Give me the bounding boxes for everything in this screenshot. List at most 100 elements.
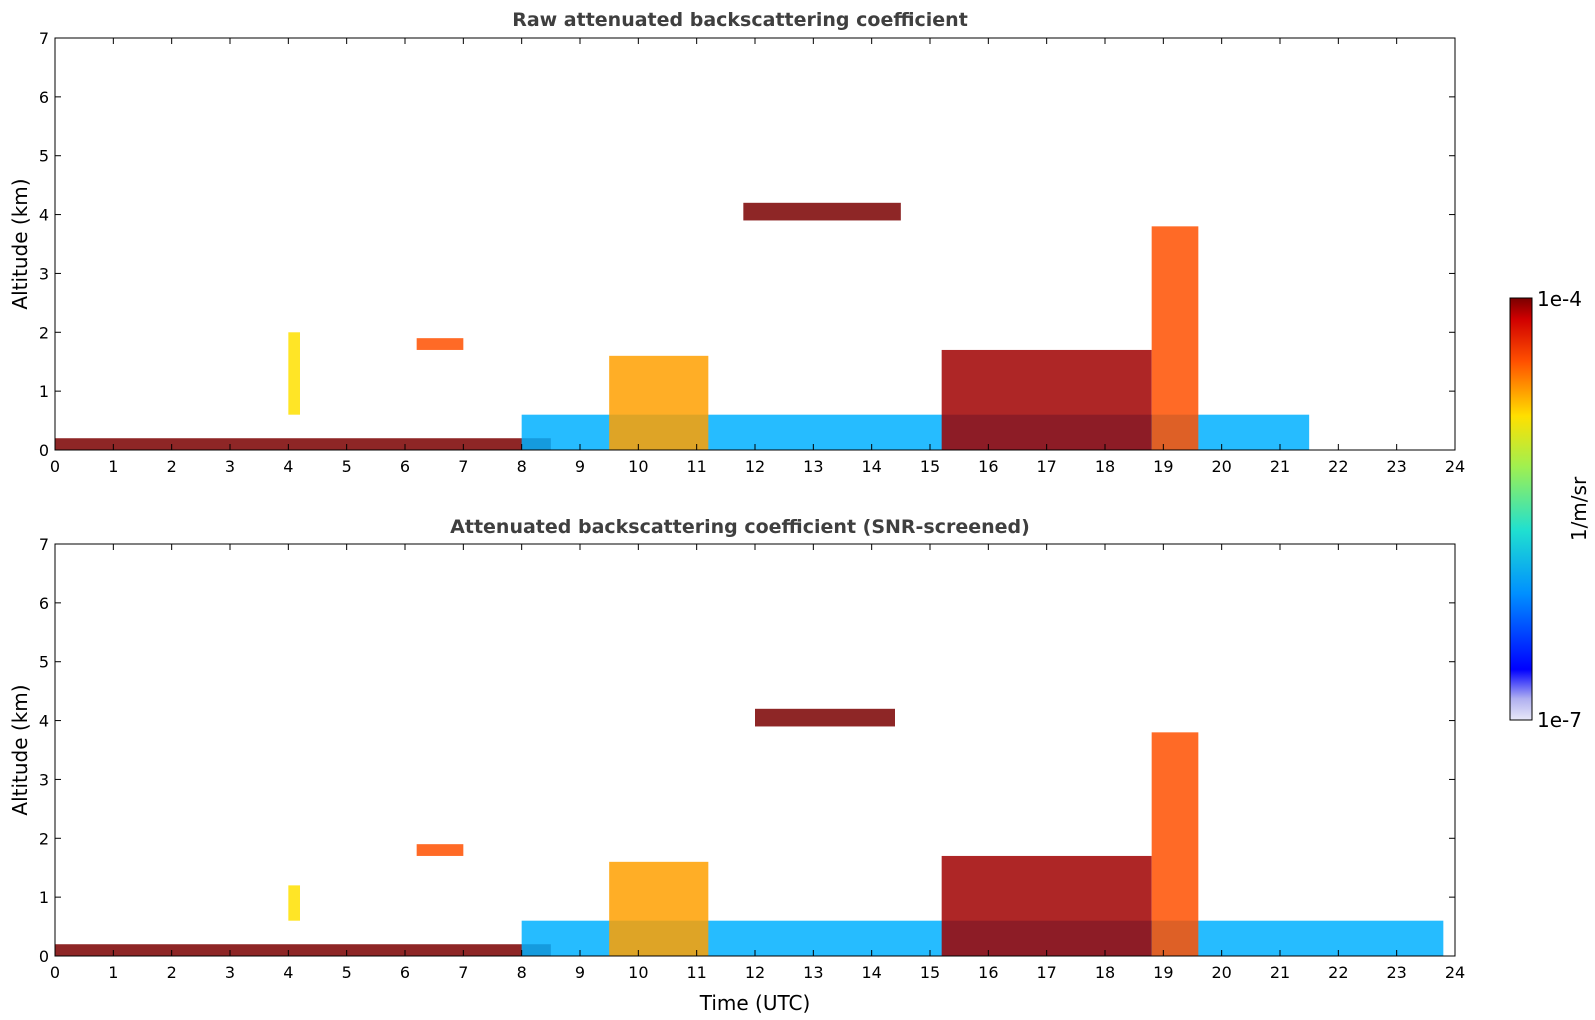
feature-cloud-plume — [1151, 732, 1199, 956]
y-tick-label: 5 — [39, 147, 49, 166]
colorbar-gradient — [1509, 297, 1533, 721]
feature-cloud — [743, 202, 901, 221]
x-tick-label: 13 — [803, 963, 823, 982]
x-tick-label: 6 — [400, 457, 410, 476]
y-tick-label: 3 — [39, 264, 49, 283]
feature-cloud — [755, 708, 895, 727]
x-tick-label: 22 — [1328, 963, 1348, 982]
x-tick-label: 19 — [1153, 457, 1173, 476]
x-tick-label: 6 — [400, 963, 410, 982]
y-tick-label: 0 — [39, 947, 49, 966]
feature-elevated-layer — [416, 844, 464, 856]
y-tick-label: 4 — [39, 206, 49, 225]
y-tick-label: 6 — [39, 88, 49, 107]
feature-descending-layer — [941, 855, 1152, 956]
y-tick-label: 7 — [39, 29, 49, 48]
y-axis: 0 1 2 3 4 5 6 7 — [39, 29, 1455, 460]
x-tick-label: 15 — [920, 963, 940, 982]
x-tick-label: 8 — [517, 963, 527, 982]
x-tick-label: 11 — [686, 457, 706, 476]
heatmap-area — [55, 708, 1444, 956]
feature-convective-plumes — [609, 861, 709, 956]
colorbar-min-label: 1e-7 — [1537, 708, 1582, 732]
heatmap-area — [55, 202, 1310, 450]
y-tick-label: 1 — [39, 888, 49, 907]
y-tick-label: 2 — [39, 829, 49, 848]
y-axis-label: Altitude (km) — [8, 178, 32, 309]
x-tick-label: 15 — [920, 457, 940, 476]
feature-aerosol-plume — [288, 885, 300, 921]
x-tick-label: 16 — [978, 963, 998, 982]
x-tick-label: 2 — [167, 457, 177, 476]
x-tick-label: 18 — [1095, 457, 1115, 476]
plot-frame — [54, 37, 1456, 451]
x-tick-label: 1 — [108, 963, 118, 982]
x-tick-label: 9 — [575, 963, 585, 982]
x-tick-label: 8 — [517, 457, 527, 476]
x-axis: 0 1 2 3 4 5 6 7 8 9 10 11 12 13 14 15 16 17 18 19 20 21 22 23 24 — [50, 38, 1465, 476]
feature-surface-layer — [55, 944, 551, 956]
x-axis-label: Time (UTC) — [699, 991, 811, 1015]
x-tick-label: 12 — [745, 963, 765, 982]
y-axis-label: Altitude (km) — [8, 684, 32, 815]
y-tick-label: 6 — [39, 594, 49, 613]
x-tick-label: 11 — [686, 963, 706, 982]
x-tick-label: 23 — [1386, 457, 1406, 476]
x-tick-label: 19 — [1153, 963, 1173, 982]
x-tick-label: 14 — [861, 963, 881, 982]
x-axis: 0 1 2 3 4 5 6 7 8 9 10 11 12 13 14 15 16 17 18 19 20 21 22 23 24 — [50, 544, 1465, 982]
feature-surface-layer — [55, 438, 551, 450]
x-tick-label: 24 — [1445, 457, 1465, 476]
x-tick-label: 23 — [1386, 963, 1406, 982]
x-tick-label: 16 — [978, 457, 998, 476]
x-tick-label: 4 — [283, 963, 293, 982]
chart-raw: Raw attenuated backscattering coefficien… — [8, 9, 1465, 476]
feature-aerosol-plume — [288, 332, 300, 415]
x-tick-label: 7 — [458, 457, 468, 476]
x-tick-label: 0 — [50, 457, 60, 476]
x-tick-label: 2 — [167, 963, 177, 982]
feature-elevated-layer — [416, 338, 464, 350]
colorbar: 1e-4 1e-7 1/m/sr — [1509, 287, 1591, 732]
feature-descending-layer — [941, 349, 1152, 450]
x-tick-label: 21 — [1270, 457, 1290, 476]
feature-convective-plumes — [609, 355, 709, 450]
x-tick-label: 17 — [1036, 963, 1056, 982]
x-tick-label: 10 — [628, 963, 648, 982]
x-tick-label: 22 — [1328, 457, 1348, 476]
y-tick-label: 7 — [39, 535, 49, 554]
x-tick-label: 24 — [1445, 963, 1465, 982]
y-tick-label: 4 — [39, 712, 49, 731]
y-tick-label: 5 — [39, 653, 49, 672]
feature-cloud-plume — [1151, 226, 1199, 450]
plot-frame — [54, 543, 1456, 957]
y-tick-label: 0 — [39, 441, 49, 460]
chart-snr-screened: Attenuated backscattering coefficient (S… — [8, 516, 1465, 1015]
x-tick-label: 5 — [342, 963, 352, 982]
y-tick-label: 3 — [39, 770, 49, 789]
y-tick-label: 2 — [39, 323, 49, 342]
chart-title: Raw attenuated backscattering coefficien… — [512, 9, 968, 31]
colorbar-max-label: 1e-4 — [1537, 287, 1582, 311]
x-tick-label: 12 — [745, 457, 765, 476]
x-tick-label: 5 — [342, 457, 352, 476]
x-tick-label: 21 — [1270, 963, 1290, 982]
y-axis: 0 1 2 3 4 5 6 7 — [39, 535, 1455, 966]
x-tick-label: 9 — [575, 457, 585, 476]
x-tick-label: 3 — [225, 963, 235, 982]
chart-title: Attenuated backscattering coefficient (S… — [450, 516, 1030, 538]
x-tick-label: 1 — [108, 457, 118, 476]
colorbar-unit-label: 1/m/sr — [1567, 476, 1591, 541]
x-tick-label: 18 — [1095, 963, 1115, 982]
x-tick-label: 3 — [225, 457, 235, 476]
x-tick-label: 0 — [50, 963, 60, 982]
x-tick-label: 4 — [283, 457, 293, 476]
x-tick-label: 7 — [458, 963, 468, 982]
x-tick-label: 20 — [1211, 963, 1231, 982]
x-tick-label: 10 — [628, 457, 648, 476]
y-tick-label: 1 — [39, 382, 49, 401]
x-tick-label: 13 — [803, 457, 823, 476]
x-tick-label: 14 — [861, 457, 881, 476]
x-tick-label: 20 — [1211, 457, 1231, 476]
